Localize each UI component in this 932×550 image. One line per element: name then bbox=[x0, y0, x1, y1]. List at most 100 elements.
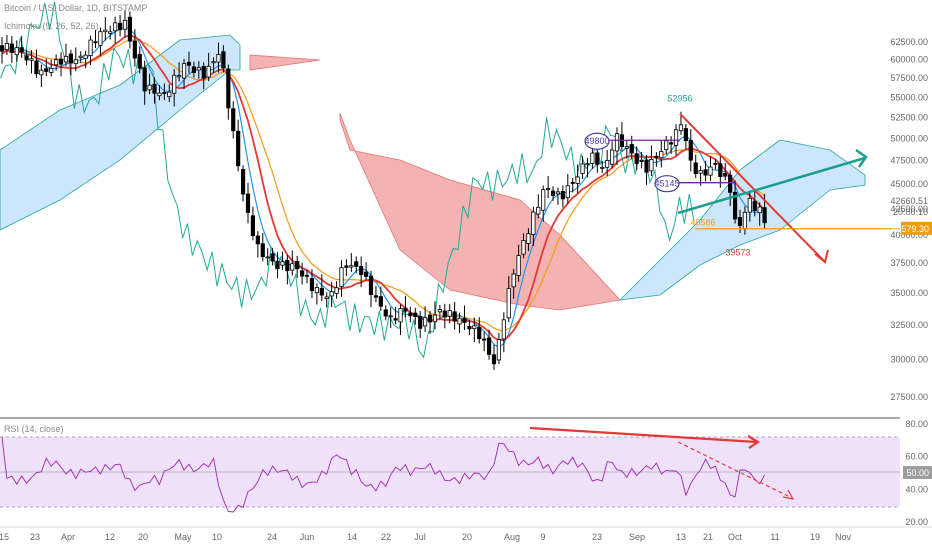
candle-body bbox=[486, 337, 492, 355]
support-price-label: 40579.30 bbox=[891, 224, 929, 234]
candle-body bbox=[319, 287, 324, 296]
candle-body bbox=[216, 53, 221, 63]
candle-body bbox=[339, 267, 344, 287]
candle-body bbox=[324, 296, 329, 299]
time-tick-label: 21 bbox=[703, 532, 713, 542]
candle-body bbox=[309, 278, 315, 292]
price-annotation: 49800 bbox=[584, 136, 609, 146]
candle-body bbox=[368, 275, 374, 295]
rsi-dashed-arrowhead bbox=[782, 489, 795, 500]
time-tick-label: Jun bbox=[300, 532, 315, 542]
time-tick-label: Aug bbox=[504, 532, 520, 542]
price-tick-label: 52500.00 bbox=[890, 112, 928, 122]
candle-body bbox=[117, 22, 123, 31]
candle-body bbox=[590, 152, 595, 164]
countdown-label: 20:00:10 bbox=[893, 207, 928, 217]
candle-body bbox=[644, 159, 649, 173]
candle-body bbox=[452, 311, 457, 322]
time-tick-label: 13 bbox=[676, 532, 686, 542]
price-tick-label: 37500.00 bbox=[890, 258, 928, 268]
candle-body bbox=[546, 188, 551, 190]
candle-body bbox=[649, 158, 654, 172]
rsi-trendlines bbox=[529, 426, 795, 500]
time-tick-label: 19 bbox=[810, 532, 820, 542]
candle-body bbox=[678, 124, 684, 132]
candle-body bbox=[521, 240, 526, 255]
candle-body bbox=[418, 316, 423, 329]
candle-body bbox=[423, 317, 428, 327]
candle-body bbox=[54, 59, 59, 66]
time-tick-label: 10 bbox=[212, 532, 222, 542]
candle-body bbox=[457, 317, 462, 325]
candle-body bbox=[595, 152, 600, 165]
candle-body bbox=[295, 261, 300, 270]
candle-body bbox=[383, 309, 388, 317]
price-tick-label: 40000.00 bbox=[890, 230, 928, 240]
candle-body bbox=[39, 69, 44, 76]
candle-body bbox=[629, 144, 634, 154]
candle-body bbox=[250, 215, 256, 237]
last-price-label: 42660.51 bbox=[890, 196, 928, 206]
candle-body bbox=[300, 270, 305, 277]
price-tick-label: 27500.00 bbox=[890, 392, 928, 402]
candle-body bbox=[58, 58, 64, 65]
time-tick-label: 24 bbox=[267, 532, 277, 542]
chikou-line bbox=[0, 1, 695, 359]
time-tick-label: 20 bbox=[462, 532, 472, 542]
time-tick-label: 22 bbox=[381, 532, 391, 542]
candle-body bbox=[240, 169, 246, 195]
candle-body bbox=[354, 261, 359, 267]
candle-body bbox=[624, 146, 629, 149]
rsi-tick-label: 80.00 bbox=[905, 419, 928, 429]
candle-body bbox=[550, 190, 556, 196]
candle-body bbox=[265, 256, 270, 259]
candle-body bbox=[373, 295, 379, 298]
candle-body bbox=[698, 170, 703, 174]
candle-body bbox=[575, 176, 580, 184]
candle-body bbox=[9, 43, 14, 53]
candle-body bbox=[506, 288, 511, 319]
rsi-line bbox=[1, 436, 765, 513]
rsi-dashed-trendline bbox=[677, 441, 793, 499]
price-tick-label: 42500.00 bbox=[890, 204, 928, 214]
candle-body bbox=[393, 318, 398, 321]
price-label-bubble bbox=[654, 175, 680, 193]
candle-body bbox=[304, 274, 310, 277]
candle-body bbox=[34, 60, 39, 75]
candle-body bbox=[24, 55, 29, 61]
time-tick-label: Sep bbox=[629, 532, 645, 542]
time-tick-label: Apr bbox=[61, 532, 75, 542]
candle-body bbox=[757, 206, 762, 214]
price-tick-label: 32500.00 bbox=[890, 320, 928, 330]
candle-body bbox=[585, 163, 590, 166]
candle-body bbox=[477, 326, 482, 340]
candle-body bbox=[713, 162, 718, 165]
candle-body bbox=[142, 67, 147, 92]
price-pane: 52956 49800 45145 40586 39573 bbox=[0, 1, 900, 370]
rsi-tick-label: 20.00 bbox=[905, 517, 928, 527]
candle-body bbox=[255, 235, 260, 245]
candle-body bbox=[359, 266, 364, 275]
candle-body bbox=[752, 200, 757, 212]
candle-body bbox=[172, 74, 177, 94]
bearish-cloud bbox=[249, 54, 321, 71]
rsi-tick-label: 40.00 bbox=[905, 484, 928, 494]
candle-body bbox=[378, 296, 383, 307]
candle-body bbox=[580, 163, 585, 174]
price-annotation: 39573 bbox=[725, 248, 750, 258]
candle-body bbox=[664, 140, 669, 151]
time-tick-label: Nov bbox=[835, 532, 852, 542]
candle-body bbox=[737, 217, 743, 226]
candle-body bbox=[536, 206, 541, 215]
candle-body bbox=[693, 162, 698, 175]
candle-body bbox=[181, 63, 187, 79]
price-annotation: 45145 bbox=[654, 179, 679, 189]
candle-body bbox=[285, 259, 290, 272]
candle-body bbox=[413, 312, 418, 317]
candle-body bbox=[68, 53, 73, 64]
candle-body bbox=[491, 354, 497, 365]
candle-body bbox=[314, 287, 319, 294]
price-tick-label: 47500.00 bbox=[890, 156, 928, 166]
price-label-bubble bbox=[584, 132, 610, 150]
